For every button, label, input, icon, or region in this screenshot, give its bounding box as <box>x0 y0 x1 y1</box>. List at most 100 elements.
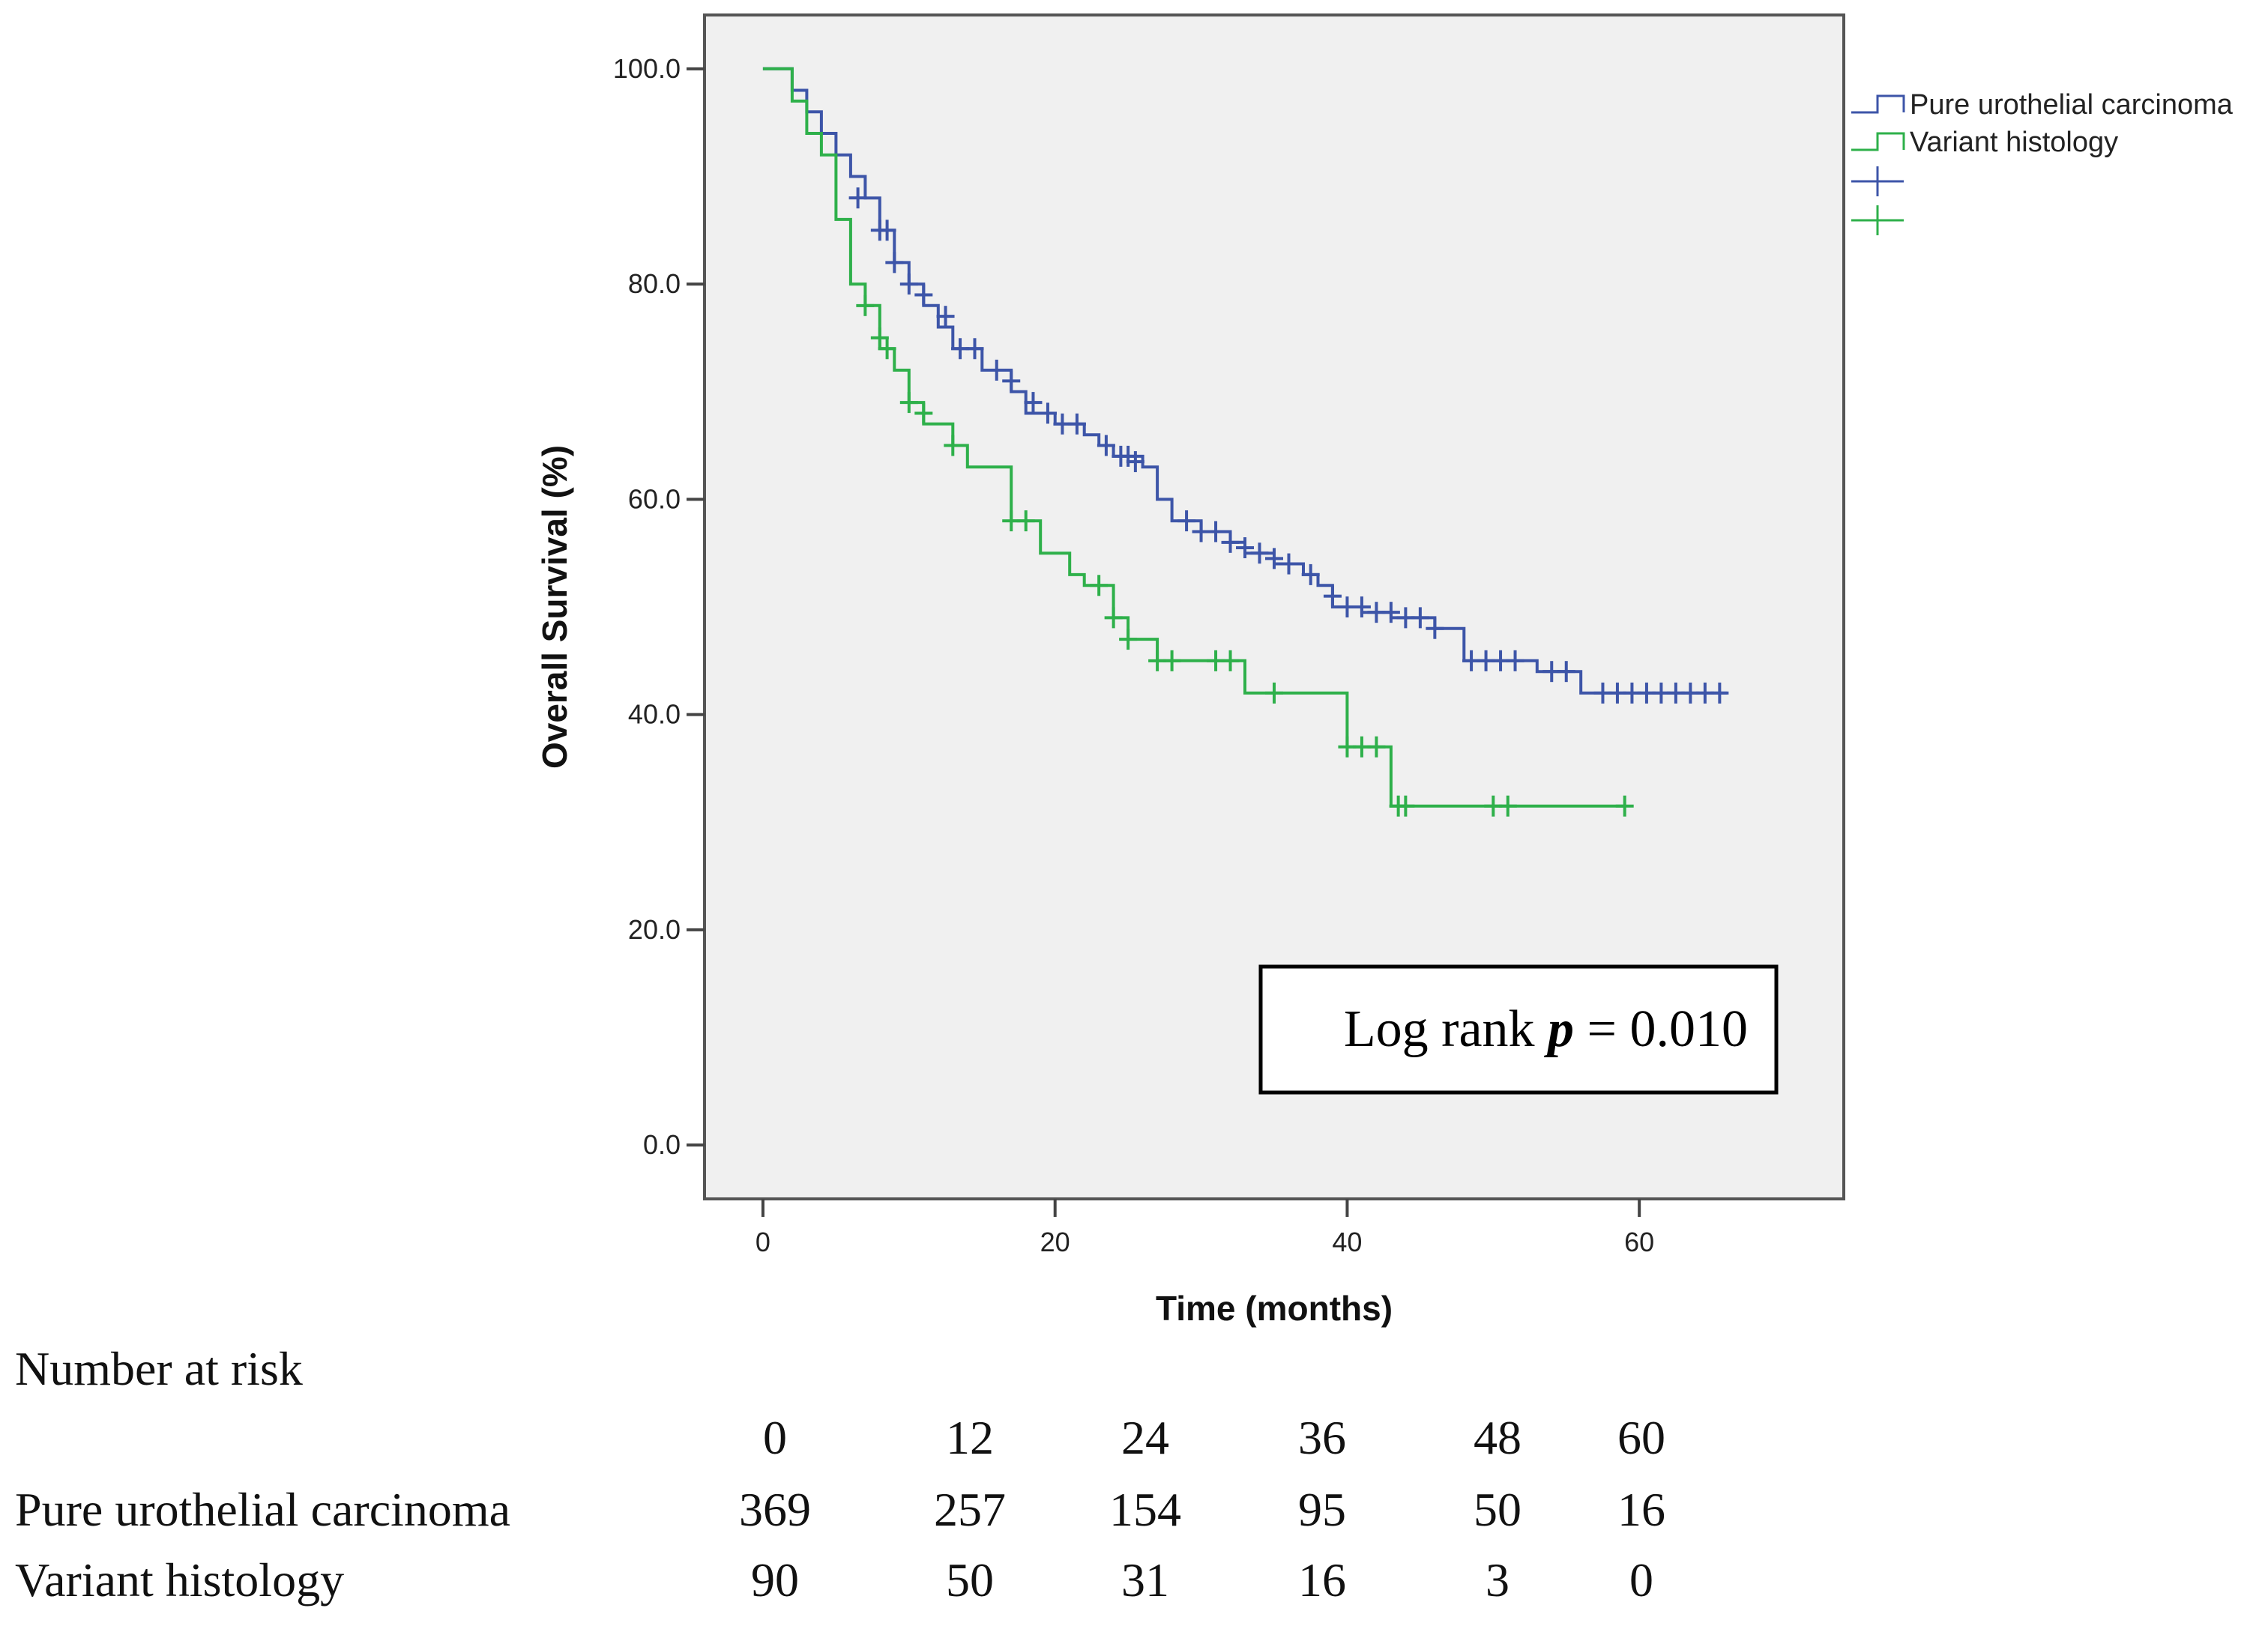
censor-mark <box>1067 413 1086 435</box>
risk-value: 369 <box>739 1483 811 1536</box>
censor-mark <box>1265 548 1283 569</box>
x-tick-label: 40 <box>1332 1227 1362 1257</box>
legend-swatch-variant <box>1851 132 1905 151</box>
censor-mark <box>856 294 875 316</box>
censor-mark <box>885 252 904 273</box>
censor-mark <box>987 360 1006 381</box>
risk-time: 24 <box>1121 1411 1169 1464</box>
y-tick-label: 60.0 <box>628 483 681 514</box>
x-axis-title: Time (months) <box>1156 1289 1393 1328</box>
censor-mark <box>1162 650 1181 671</box>
censor-mark <box>878 220 896 241</box>
censor-mark <box>1710 682 1729 704</box>
censor-mark <box>1126 451 1144 473</box>
censor-mark <box>1104 607 1123 629</box>
censor-mark <box>870 327 889 348</box>
censor-mark <box>1381 602 1400 623</box>
x-tick-label: 20 <box>1040 1227 1070 1257</box>
legend-label-variant: Variant histology <box>1910 127 2118 158</box>
censor-mark <box>1016 510 1035 532</box>
legend-censor-swatch-pure <box>1851 166 1904 196</box>
risk-time: 60 <box>1617 1411 1665 1464</box>
censor-mark <box>1097 435 1115 456</box>
risk-value: 50 <box>1474 1483 1521 1536</box>
y-tick-label: 40.0 <box>628 699 681 730</box>
log-rank-annotation: Log rank p = 0.010 <box>1258 964 1779 1095</box>
censor-mark <box>1038 402 1057 424</box>
risk-row-label: Variant histology <box>15 1553 344 1607</box>
survival-curves <box>762 67 1729 817</box>
log-rank-value: = 0.010 <box>1574 1000 1748 1058</box>
censor-mark <box>1002 370 1021 392</box>
risk-time: 0 <box>763 1411 787 1464</box>
censor-mark <box>899 392 918 414</box>
legend: Pure urothelial carcinoma Variant histol… <box>1851 89 2234 235</box>
censor-mark <box>1323 585 1342 607</box>
risk-value: 90 <box>751 1553 799 1607</box>
censor-mark <box>1411 607 1429 629</box>
censor-mark <box>1250 542 1269 564</box>
censor-mark <box>1352 596 1371 617</box>
risk-time: 12 <box>946 1411 994 1464</box>
censor-mark <box>1615 795 1634 817</box>
x-tick-label: 60 <box>1624 1227 1654 1257</box>
censor-marks-pure-urothelial-carcinoma <box>848 187 1729 704</box>
censor-mark <box>944 435 962 456</box>
log-rank-box <box>1258 964 1779 1095</box>
censor-mark <box>965 338 984 360</box>
censor-mark <box>1396 795 1415 817</box>
censor-mark <box>1279 553 1298 575</box>
log-rank-text: Log rank p = 0.010 <box>1344 1000 1748 1058</box>
censor-mark <box>1221 650 1240 671</box>
censor-mark <box>1207 521 1225 542</box>
y-tick-label: 0.0 <box>643 1129 681 1160</box>
censor-mark <box>1177 510 1196 532</box>
risk-time-row: 0 12 24 36 48 60 <box>763 1411 1665 1464</box>
censor-mark <box>914 402 933 424</box>
risk-time: 36 <box>1298 1411 1346 1464</box>
censor-marks-variant-histology <box>856 294 1634 817</box>
censor-mark <box>1301 563 1320 585</box>
risk-value: 95 <box>1298 1483 1346 1536</box>
risk-value: 3 <box>1486 1553 1510 1607</box>
legend-label-pure: Pure urothelial carcinoma <box>1910 89 2234 121</box>
censor-mark <box>936 306 955 327</box>
censor-mark <box>914 284 933 306</box>
censor-mark <box>899 273 918 295</box>
risk-row-label: Pure urothelial carcinoma <box>15 1483 510 1536</box>
censor-mark <box>1236 537 1255 558</box>
censor-mark <box>848 187 867 209</box>
risk-value: 257 <box>934 1483 1006 1536</box>
y-tick-label: 20.0 <box>628 914 681 945</box>
censor-mark <box>1119 629 1138 650</box>
censor-mark <box>1506 650 1524 671</box>
legend-censor-swatch-variant <box>1851 205 1904 235</box>
axes: 0.0 20.0 40.0 60.0 80.0 100.0 0 20 40 60 <box>613 53 1654 1257</box>
log-rank-prefix: Log rank <box>1344 1000 1548 1058</box>
censor-mark <box>1265 682 1283 704</box>
censor-mark <box>1024 392 1043 414</box>
risk-value: 50 <box>946 1553 994 1607</box>
censor-mark <box>1426 617 1444 639</box>
risk-table: Number at risk 0 12 24 36 48 60 Pure uro… <box>15 1342 1665 1607</box>
censor-mark <box>1090 575 1109 596</box>
legend-swatch-pure <box>1851 94 1905 114</box>
risk-row-pure: Pure urothelial carcinoma 369 257 154 95… <box>15 1483 1665 1536</box>
risk-time: 48 <box>1474 1411 1521 1464</box>
censor-mark <box>1367 736 1386 758</box>
risk-value: 154 <box>1109 1483 1181 1536</box>
risk-row-variant: Variant histology 90 50 31 16 3 0 <box>15 1553 1653 1607</box>
censor-mark <box>1221 531 1240 553</box>
risk-table-title: Number at risk <box>15 1342 303 1395</box>
risk-value: 16 <box>1298 1553 1346 1607</box>
censor-mark <box>1498 795 1517 817</box>
censor-mark <box>878 338 896 360</box>
censor-mark <box>1557 661 1575 683</box>
x-tick-label: 0 <box>756 1227 770 1257</box>
risk-value: 16 <box>1617 1483 1665 1536</box>
risk-value: 31 <box>1121 1553 1169 1607</box>
log-rank-p: p <box>1544 1000 1574 1058</box>
y-tick-label: 100.0 <box>613 53 681 84</box>
y-axis-title: Overall Survival (%) <box>535 445 574 769</box>
